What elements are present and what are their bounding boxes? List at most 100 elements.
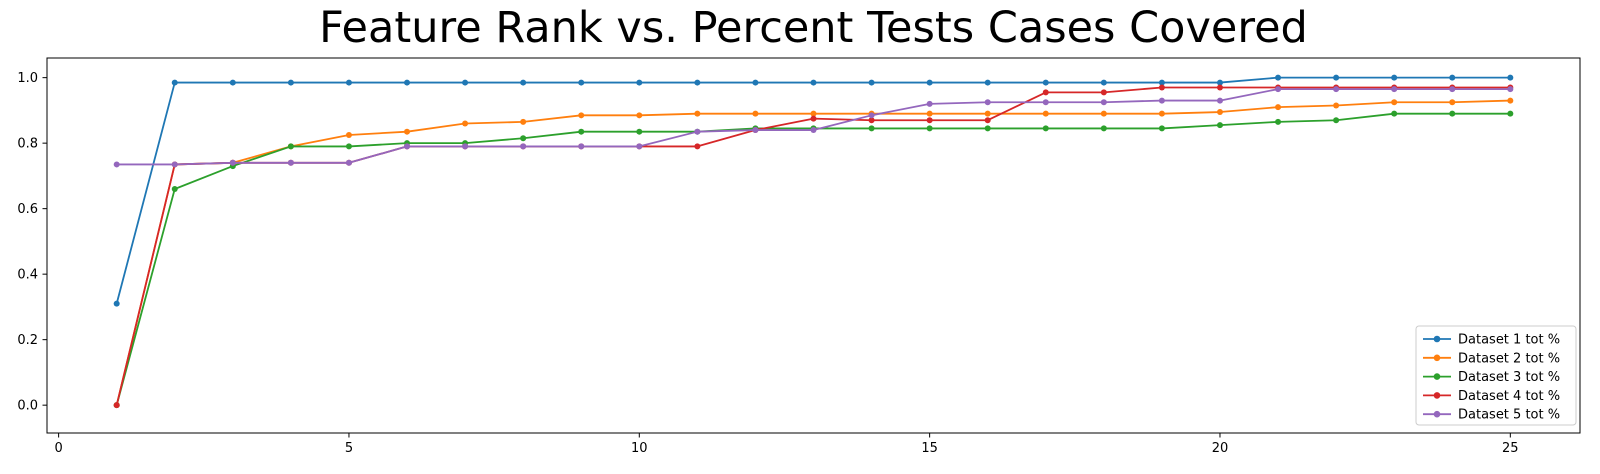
- data-point-marker: [1216, 84, 1223, 91]
- data-point-marker: [1042, 110, 1049, 117]
- data-point-marker: [345, 143, 352, 150]
- data-point-marker: [1333, 74, 1340, 81]
- data-point-marker: [520, 118, 527, 125]
- data-point-marker: [984, 99, 991, 106]
- data-point-marker: [1391, 86, 1398, 93]
- data-point-marker: [694, 128, 701, 135]
- legend-box: [1415, 325, 1577, 426]
- data-point-marker: [1216, 79, 1223, 86]
- legend-label: Dataset 5 tot %: [1458, 408, 1560, 423]
- data-point-marker: [868, 79, 875, 86]
- data-point-marker: [636, 143, 643, 150]
- data-point-marker: [1507, 110, 1514, 117]
- data-point-marker: [113, 402, 120, 409]
- data-point-marker: [810, 115, 817, 122]
- series-line: [115, 86, 1512, 407]
- legend-marker-icon: [1433, 392, 1441, 399]
- data-point-marker: [1158, 97, 1165, 104]
- data-point-marker: [520, 143, 527, 150]
- x-tick-label: 0: [54, 441, 62, 456]
- y-tick-label: 1.0: [17, 71, 38, 86]
- data-point-marker: [520, 135, 527, 142]
- x-tick-label: 10: [631, 441, 648, 456]
- data-point-marker: [694, 79, 701, 86]
- series-dataset-2: [113, 97, 1514, 409]
- data-point-marker: [810, 127, 817, 134]
- data-point-marker: [1391, 74, 1398, 81]
- data-point-marker: [1216, 109, 1223, 116]
- series-dataset-5: [113, 86, 1514, 168]
- data-point-marker: [287, 143, 294, 150]
- series-line: [115, 112, 1512, 407]
- data-point-marker: [1275, 118, 1282, 125]
- chart-title: Feature Rank vs. Percent Tests Cases Cov…: [319, 3, 1308, 53]
- data-point-marker: [1158, 84, 1165, 91]
- legend-marker-icon: [1433, 410, 1441, 418]
- legend-label: Dataset 2 tot %: [1458, 351, 1560, 366]
- data-point-marker: [810, 79, 817, 86]
- data-point-marker: [578, 79, 585, 86]
- data-point-marker: [404, 128, 411, 135]
- data-point-marker: [926, 125, 933, 132]
- x-tick-label: 15: [921, 441, 938, 456]
- data-point-marker: [229, 159, 236, 166]
- legend-entry: Dataset 3 tot %: [1423, 370, 1560, 385]
- data-point-marker: [113, 161, 120, 168]
- data-point-marker: [636, 112, 643, 119]
- legend-entry: Dataset 2 tot %: [1423, 351, 1560, 366]
- data-point-marker: [462, 143, 469, 150]
- data-point-marker: [1216, 122, 1223, 129]
- data-point-marker: [984, 125, 991, 132]
- data-point-marker: [1507, 74, 1514, 81]
- data-point-marker: [1042, 125, 1049, 132]
- data-point-marker: [752, 110, 759, 117]
- data-point-marker: [1042, 99, 1049, 106]
- data-point-marker: [1275, 74, 1282, 81]
- data-point-marker: [345, 79, 352, 86]
- y-tick-label: 0.4: [17, 268, 38, 283]
- data-point-marker: [1507, 86, 1514, 93]
- data-point-marker: [462, 120, 469, 127]
- data-point-marker: [1449, 99, 1456, 106]
- data-point-marker: [1100, 125, 1107, 132]
- data-point-marker: [1333, 102, 1340, 109]
- data-point-marker: [1158, 110, 1165, 117]
- data-point-marker: [984, 79, 991, 86]
- data-point-marker: [752, 127, 759, 134]
- data-point-marker: [287, 159, 294, 166]
- data-point-marker: [1216, 97, 1223, 104]
- data-point-marker: [1449, 74, 1456, 81]
- data-point-marker: [1507, 97, 1514, 104]
- data-point-marker: [1158, 125, 1165, 132]
- data-point-marker: [636, 79, 643, 86]
- y-tick-label: 0.0: [17, 399, 38, 414]
- data-point-marker: [1100, 79, 1107, 86]
- data-point-marker: [694, 143, 701, 150]
- legend-entry: Dataset 5 tot %: [1423, 408, 1560, 423]
- data-point-marker: [229, 79, 236, 86]
- data-point-marker: [752, 79, 759, 86]
- data-point-marker: [1275, 104, 1282, 111]
- data-point-marker: [520, 79, 527, 86]
- data-point-marker: [984, 110, 991, 117]
- data-point-marker: [926, 110, 933, 117]
- data-point-marker: [1275, 86, 1282, 93]
- plot-area-border: [46, 57, 1581, 434]
- legend-marker-icon: [1433, 354, 1441, 362]
- data-point-marker: [171, 186, 178, 193]
- data-point-marker: [1333, 86, 1340, 93]
- data-point-marker: [171, 79, 178, 86]
- data-point-marker: [1042, 79, 1049, 86]
- data-point-marker: [345, 159, 352, 166]
- x-tick-label: 25: [1502, 441, 1519, 456]
- legend-entry: Dataset 4 tot %: [1423, 389, 1560, 404]
- y-tick-label: 0.6: [17, 202, 38, 217]
- series-dataset-1: [113, 74, 1514, 307]
- data-point-marker: [1391, 110, 1398, 117]
- data-point-marker: [1100, 110, 1107, 117]
- legend-label: Dataset 4 tot %: [1458, 389, 1560, 404]
- data-point-marker: [404, 79, 411, 86]
- legend-entry: Dataset 1 tot %: [1423, 333, 1560, 348]
